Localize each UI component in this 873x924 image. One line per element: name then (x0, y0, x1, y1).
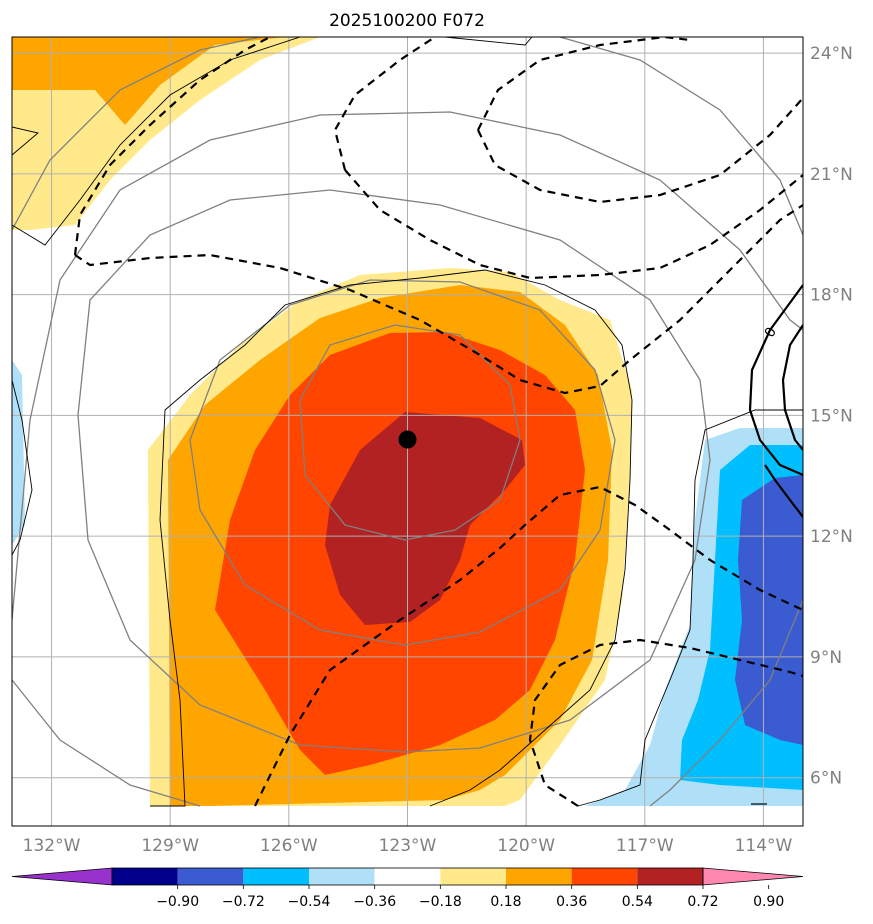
dashed-contour-6 (344, 169, 803, 280)
thin-contour-west (150, 269, 633, 807)
colorbar-tick-label: −0.18 (419, 894, 462, 910)
y-tick-label: 15°N (810, 406, 853, 426)
colorbar-tick-label: 0.72 (687, 894, 718, 910)
colorbar-tick-label: 0.90 (753, 894, 784, 910)
x-tick-label: 123°W (379, 836, 437, 856)
y-tick-label: 12°N (810, 527, 853, 547)
shade-pos-090 (325, 412, 525, 625)
dashed-contour-2 (528, 638, 803, 807)
y-tick-label: 6°N (810, 769, 842, 789)
gridlines (12, 37, 803, 826)
x-tick-label: 126°W (260, 836, 318, 856)
gray-contour-2 (189, 279, 616, 646)
colorbar-tick-label: −0.72 (222, 894, 265, 910)
shade-neg-054 (735, 475, 803, 745)
thin-contour-east (577, 409, 803, 807)
thin-contour-nw2 (12, 126, 39, 156)
colorbar-segment (112, 868, 178, 885)
colorbar-segment (243, 868, 309, 885)
negative-shading (12, 360, 803, 806)
x-tick-label: 132°W (23, 836, 81, 856)
x-tick-label: 120°W (497, 836, 555, 856)
colorbar-frame (111, 867, 704, 886)
shade-neg-018-w (12, 360, 25, 545)
gray-contour-3 (77, 189, 711, 753)
gray-contours (12, 37, 803, 807)
gray-contour-6 (649, 599, 803, 807)
chart-title: 2025100200 F072 (329, 11, 485, 31)
dashed-contour-1 (254, 485, 803, 807)
colorbar-tick-label: 0.36 (556, 894, 587, 910)
dashed-contour-8 (477, 97, 803, 204)
y-tick-label: 9°N (810, 648, 842, 668)
shade-pos-054-nw (12, 37, 285, 125)
thin-contour-ne (444, 37, 533, 46)
gray-contour-8 (559, 37, 803, 236)
colorbar-tick-label: −0.90 (156, 894, 199, 910)
storm-center-marker (398, 430, 417, 449)
x-tick-label: 129°W (141, 836, 199, 856)
solid-contour-2 (781, 324, 803, 451)
colorbar-segment (177, 868, 244, 885)
colorbar-segment (440, 868, 506, 885)
solid-contour-1 (748, 284, 803, 477)
positive-shading (12, 37, 632, 806)
x-tick-label: 117°W (616, 836, 674, 856)
x-axis-ticks: 132°W 129°W 126°W 123°W 120°W 117°W 114°W (23, 836, 793, 856)
y-tick-label: 21°N (810, 165, 853, 185)
colorbar-segment (571, 868, 638, 885)
y-tick-label: 18°N (810, 286, 853, 306)
map-frame (11, 36, 804, 827)
thin-contour-wedge (12, 379, 33, 556)
y-tick-label: 24°N (810, 44, 853, 64)
dashed-contour-7 (477, 37, 691, 131)
colorbar-segment (374, 868, 441, 885)
gray-contour-7 (12, 37, 261, 231)
gray-contour-5 (12, 679, 201, 807)
colorbar-tick-label: 0.54 (622, 894, 653, 910)
colorbar-tick-label: −0.36 (353, 894, 396, 910)
gray-contour-1 (299, 324, 521, 541)
x-tick-label: 114°W (735, 836, 793, 856)
dashed-contour-4 (73, 37, 271, 256)
colorbar-extend-low (11, 867, 113, 886)
colorbar-tick-label: −0.54 (288, 894, 331, 910)
dashed-contour-5 (333, 37, 436, 171)
gray-contour-4 (12, 111, 803, 621)
colorbar-extend-high (702, 867, 804, 886)
dashed-contour-3 (74, 204, 803, 395)
y-axis-ticks: 24°N 21°N 18°N 15°N 12°N 9°N 6°N (810, 44, 853, 789)
colorbar-tick-label: 0.18 (490, 894, 521, 910)
colorbar-segment (637, 868, 703, 885)
solid-contours (748, 284, 803, 518)
solid-contour-3 (764, 464, 803, 518)
thin-black-contours (12, 37, 803, 807)
map-area: 0 (12, 37, 803, 826)
colorbar-segment (506, 868, 572, 885)
colorbar-segment (309, 868, 375, 885)
colorbar: −0.90 −0.72 −0.54 −0.36 −0.18 0.18 0.36 0.54 0.7… (11, 867, 804, 910)
